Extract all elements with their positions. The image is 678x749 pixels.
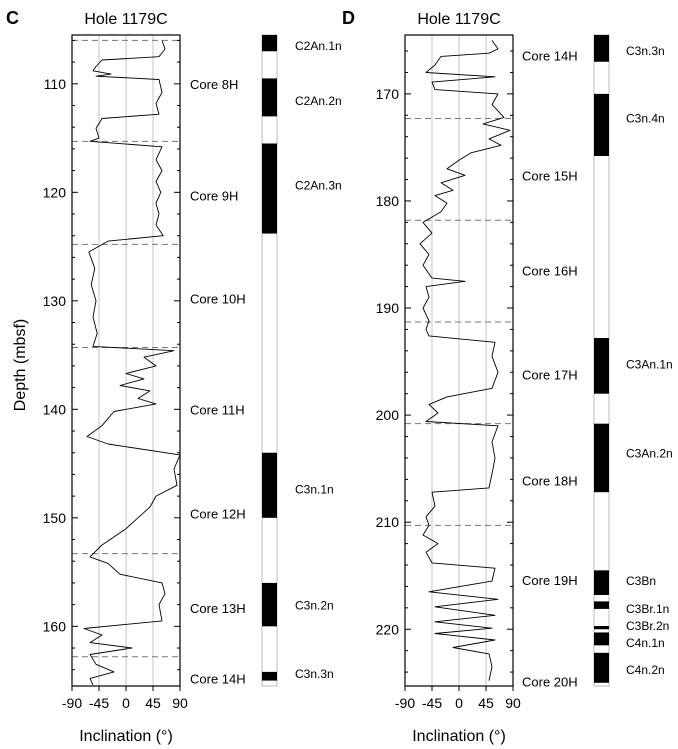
- polarity-zone-label: C3Bn: [626, 574, 656, 588]
- core-label: Core 8H: [190, 77, 238, 92]
- core-label: Core 14H: [522, 48, 578, 63]
- inclination-series-line: [83, 40, 181, 686]
- core-label: Core 10H: [190, 292, 246, 307]
- polarity-zone-label: C3n.1n: [295, 483, 334, 497]
- x-tick-label: 0: [455, 695, 463, 711]
- panel-letter: C: [6, 8, 19, 28]
- polarity-zone-label: C4n.1n: [626, 636, 665, 650]
- y-tick-label: 140: [43, 401, 67, 417]
- y-tick-label: 130: [43, 293, 67, 309]
- polarity-zone-label: C4n.2n: [626, 663, 665, 677]
- normal-polarity-zone: [262, 35, 277, 52]
- core-label: Core 17H: [522, 367, 578, 382]
- polarity-zone-label: C3n.4n: [626, 111, 665, 125]
- panel-letter: D: [342, 8, 355, 28]
- x-tick-label: 90: [172, 695, 188, 711]
- core-label: Core 14H: [190, 671, 246, 686]
- normal-polarity-zone: [594, 93, 609, 156]
- x-tick-label: -45: [422, 695, 442, 711]
- core-label: Core 13H: [190, 601, 246, 616]
- core-label: Core 16H: [522, 264, 578, 279]
- x-tick-label: -90: [395, 695, 415, 711]
- y-tick-label: 180: [376, 193, 400, 209]
- core-label: Core 9H: [190, 189, 238, 204]
- core-label: Core 18H: [522, 473, 578, 488]
- normal-polarity-zone: [594, 652, 609, 683]
- normal-polarity-zone: [594, 423, 609, 493]
- polarity-zone-label: C3n.3n: [295, 667, 334, 681]
- core-label: Core 11H: [190, 402, 245, 417]
- y-tick-label: 190: [376, 300, 400, 316]
- normal-polarity-zone: [262, 143, 277, 234]
- y-axis-label: Depth (mbsf): [12, 319, 29, 411]
- x-tick-label: 0: [122, 695, 130, 711]
- normal-polarity-zone: [262, 671, 277, 681]
- y-tick-label: 110: [44, 76, 67, 92]
- panel-d: D Hole 1179C Inclination (°) 170 180 190 20…: [342, 8, 673, 745]
- polarity-zone-label: C3Br.2n: [626, 619, 669, 633]
- polarity-zone-label: C3Br.1n: [626, 602, 669, 616]
- core-label: Core 12H: [190, 506, 246, 521]
- normal-polarity-zone: [262, 78, 277, 117]
- polarity-zone-label: C2An.1n: [295, 39, 342, 53]
- core-label: Core 20H: [522, 675, 578, 690]
- y-tick-label: 150: [43, 510, 67, 526]
- y-tick-label: 120: [43, 184, 67, 200]
- inclination-series-line: [419, 40, 511, 681]
- normal-polarity-zone: [262, 582, 277, 627]
- normal-polarity-zone: [594, 570, 609, 595]
- panel-title: Hole 1179C: [417, 11, 500, 28]
- normal-polarity-zone: [594, 626, 609, 630]
- normal-polarity-zone: [594, 338, 609, 394]
- core-label: Core 19H: [522, 573, 578, 588]
- y-tick-label: 160: [43, 618, 67, 634]
- x-axis-label: Inclination (°): [412, 728, 506, 745]
- y-tick-label: 170: [376, 86, 400, 102]
- polarity-zone-label: C3n.3n: [626, 44, 665, 58]
- x-tick-label: 45: [145, 695, 161, 711]
- panel-c: C Hole 1179C Depth (mbsf) Inclination (°…: [6, 8, 342, 745]
- polarity-zone-label: C3n.2n: [295, 599, 334, 613]
- polarity-zone-label: C3An.1n: [626, 358, 673, 372]
- polarity-zone-label: C2An.2n: [295, 94, 342, 108]
- polarity-zone-label: C3An.2n: [626, 447, 673, 461]
- x-tick-label: 90: [505, 695, 521, 711]
- y-tick-label: 220: [376, 621, 400, 637]
- normal-polarity-zone: [594, 601, 609, 609]
- y-tick-label: 210: [376, 514, 400, 530]
- normal-polarity-zone: [594, 35, 609, 62]
- normal-polarity-zone: [262, 452, 277, 518]
- y-tick-label: 200: [376, 407, 400, 423]
- polarity-zone-label: C2An.3n: [295, 179, 342, 193]
- x-axis-label: Inclination (°): [79, 728, 173, 745]
- panel-title: Hole 1179C: [84, 11, 167, 28]
- x-tick-label: -45: [89, 695, 109, 711]
- normal-polarity-zone: [594, 632, 609, 646]
- x-tick-label: 45: [478, 695, 494, 711]
- core-label: Core 15H: [522, 168, 578, 183]
- x-tick-label: -90: [62, 695, 82, 711]
